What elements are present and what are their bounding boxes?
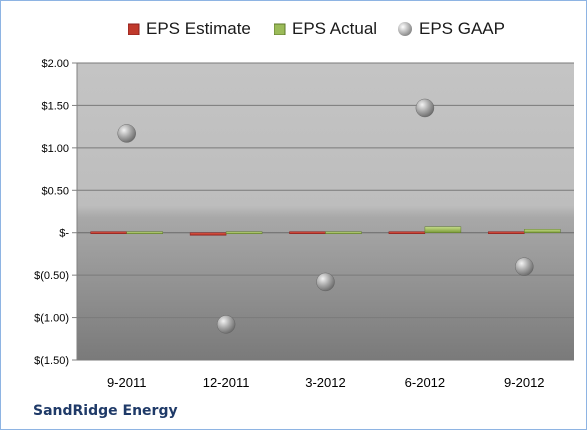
y-axis: $2.00 $1.50 $1.00 $0.50 $- $(0.50) $(1.00) $(1.…: [34, 58, 78, 367]
gaap-points: [117, 98, 534, 334]
legend-label-gaap: EPS GAAP: [419, 19, 505, 38]
y-tick-label: $(0.50): [34, 270, 69, 282]
y-tick-label: $2.00: [41, 58, 69, 70]
plot-area: [77, 62, 574, 361]
x-tick-label: 9-2012: [504, 375, 544, 390]
x-tick-label: 6-2012: [405, 375, 445, 390]
legend-swatch-estimate: [128, 23, 140, 35]
legend-label-estimate: EPS Estimate: [146, 19, 251, 38]
estimate-bar: [488, 231, 525, 234]
actual-bar: [225, 231, 263, 234]
y-tick-label: $(1.00): [34, 313, 69, 325]
x-tick-label: 9-2011: [107, 375, 147, 390]
gaap-point: [216, 315, 236, 334]
y-tick-label: $(1.50): [34, 355, 69, 367]
estimate-bar: [388, 231, 426, 234]
gaap-point: [316, 272, 335, 292]
legend-item-gaap: EPS GAAP: [397, 18, 505, 40]
x-axis: 9-2011 12-2011 3-2012 6-2012 9-2012: [107, 375, 545, 390]
company-name: SandRidge Energy: [33, 403, 178, 419]
legend-item-estimate: EPS Estimate: [128, 18, 251, 40]
gaap-point: [515, 257, 534, 276]
bar-series: [90, 226, 561, 236]
actual-bar: [524, 229, 561, 233]
legend-swatch-gaap: [398, 22, 412, 36]
x-tick-label: 12-2011: [203, 375, 250, 390]
actual-bar: [126, 231, 163, 234]
y-tick-label: $1.50: [41, 100, 69, 112]
legend-label-actual: EPS Actual: [292, 19, 378, 38]
x-tick-label: 3-2012: [305, 375, 345, 390]
estimate-bar: [189, 232, 227, 236]
gaap-point: [117, 124, 136, 143]
y-tick-label: $-: [59, 228, 69, 240]
gaap-point: [415, 98, 435, 118]
estimate-bar: [90, 231, 127, 234]
y-tick-label: $0.50: [41, 185, 69, 197]
actual-bar: [424, 226, 462, 233]
estimate-bar: [289, 231, 326, 234]
legend-item-actual: EPS Actual: [274, 18, 377, 40]
plot-background: [77, 63, 574, 360]
y-tick-label: $1.00: [41, 143, 69, 155]
actual-bar: [325, 231, 362, 234]
legend-swatch-actual: [274, 23, 286, 35]
